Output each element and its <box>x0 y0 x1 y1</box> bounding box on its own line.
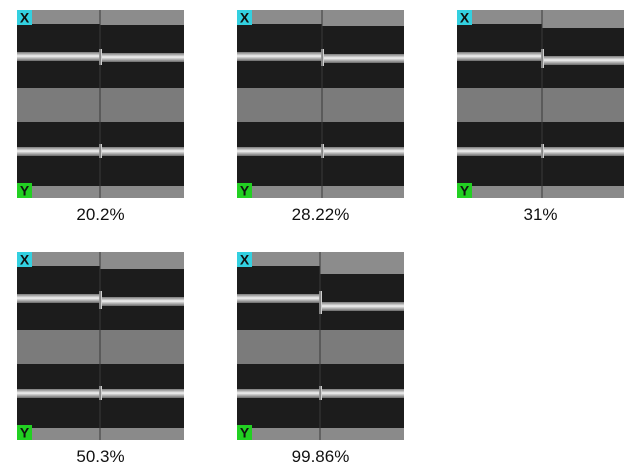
fiber <box>324 147 404 156</box>
splice-image: XY <box>457 10 624 199</box>
band <box>322 10 404 26</box>
fiber <box>544 147 624 156</box>
caption: 20.2% <box>76 205 124 224</box>
splice-image: XY <box>17 10 184 199</box>
bottom-badge: Y <box>20 425 30 441</box>
band <box>237 88 404 122</box>
bottom-badge: Y <box>240 425 250 441</box>
top-badge: X <box>20 252 30 268</box>
top-badge: X <box>240 10 250 26</box>
fiber <box>17 389 100 398</box>
top-badge: X <box>460 10 470 26</box>
fiber <box>457 147 542 156</box>
fiber <box>322 302 404 311</box>
splice-image: XY <box>17 252 184 441</box>
fiber <box>102 297 184 306</box>
splice-image: XY <box>237 10 404 199</box>
bottom-badge: Y <box>240 183 250 199</box>
band <box>100 252 184 269</box>
fiber <box>102 53 184 62</box>
bottom-badge: Y <box>460 183 470 199</box>
band <box>237 186 404 198</box>
fiber <box>17 294 100 303</box>
band <box>320 252 404 274</box>
band <box>100 10 184 25</box>
band <box>457 88 624 122</box>
fiber <box>237 389 320 398</box>
top-badge: X <box>20 10 30 26</box>
fiber <box>457 52 542 61</box>
figure: XY20.2%XY28.22%XY31%XY50.3%XY99.86% <box>0 0 628 466</box>
band <box>542 10 624 28</box>
splice-image: XY <box>237 252 404 441</box>
fiber <box>237 52 322 61</box>
fiber <box>237 147 322 156</box>
caption: 28.22% <box>292 205 350 224</box>
fiber <box>17 52 100 61</box>
fiber <box>102 389 184 398</box>
fiber <box>544 56 624 65</box>
fiber <box>17 147 100 156</box>
fiber <box>322 389 404 398</box>
caption: 99.86% <box>292 447 350 466</box>
caption: 50.3% <box>76 447 124 466</box>
band <box>457 186 624 198</box>
fiber <box>237 294 320 303</box>
caption: 31% <box>523 205 557 224</box>
bottom-badge: Y <box>20 183 30 199</box>
fiber <box>324 54 404 63</box>
top-badge: X <box>240 252 250 268</box>
fiber <box>102 147 184 156</box>
